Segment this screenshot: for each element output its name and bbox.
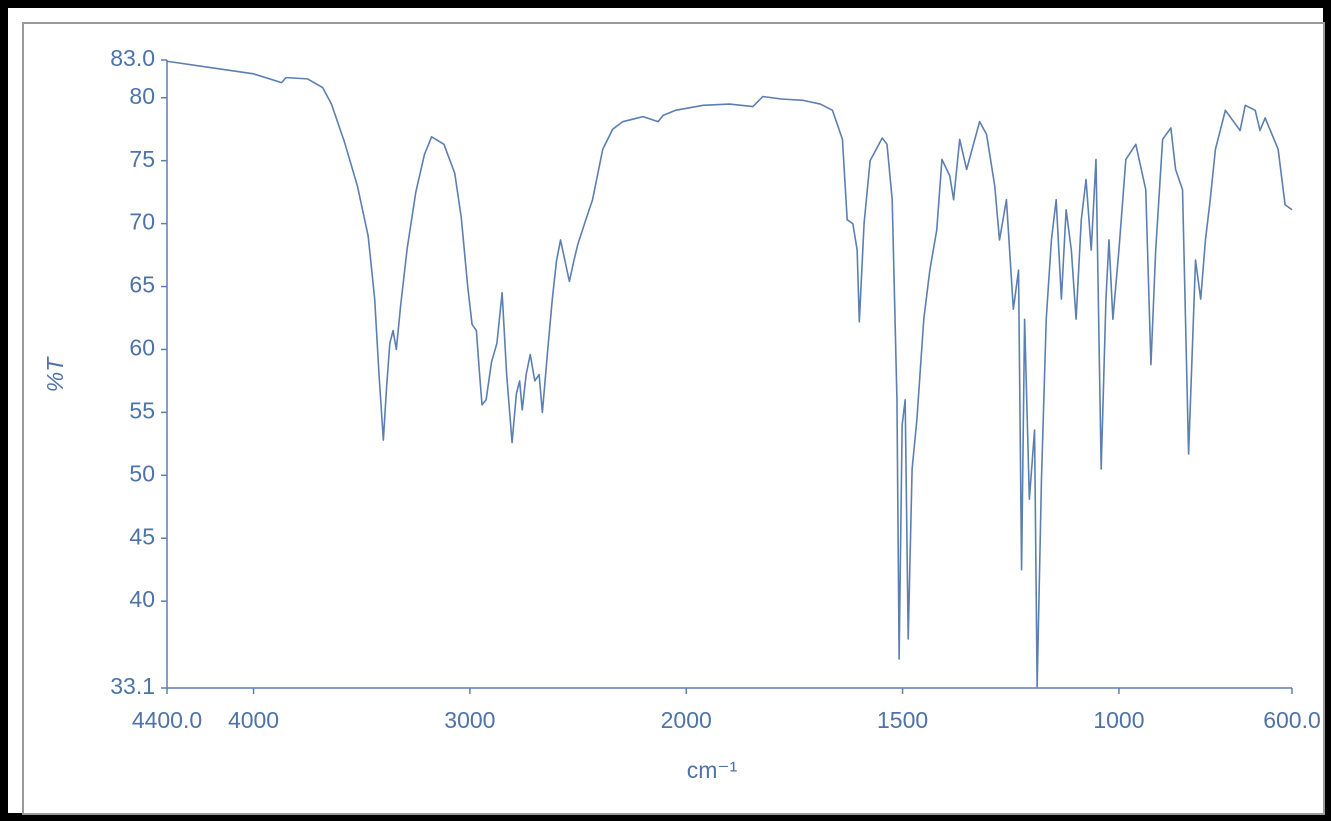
y-tick-label: 60 <box>129 335 155 361</box>
y-tick-label: 33.1 <box>110 673 155 699</box>
x-axis-label: cm⁻¹ <box>687 757 738 783</box>
x-tick-label: 1500 <box>877 707 928 733</box>
y-tick-label: 40 <box>129 586 155 612</box>
y-tick-label: 83.0 <box>110 45 155 71</box>
inner-border <box>22 22 1325 815</box>
y-tick-label: 70 <box>129 209 155 235</box>
y-tick-label: 75 <box>129 146 155 172</box>
y-tick-label: 50 <box>129 460 155 486</box>
y-axis-label: %T <box>42 356 68 392</box>
y-tick-label: 65 <box>129 272 155 298</box>
y-tick-label: 80 <box>129 83 155 109</box>
x-tick-label: 2000 <box>661 707 712 733</box>
spectrum-line <box>166 60 1293 688</box>
x-tick-label: 1000 <box>1093 707 1144 733</box>
y-tick-label: 55 <box>129 397 155 423</box>
x-tick-label: 3000 <box>444 707 495 733</box>
x-tick-label: 600.0 <box>1263 707 1321 733</box>
y-tick-label: 45 <box>129 523 155 549</box>
x-tick-label: 4400.0 <box>132 707 202 733</box>
x-tick-label: 4000 <box>228 707 279 733</box>
